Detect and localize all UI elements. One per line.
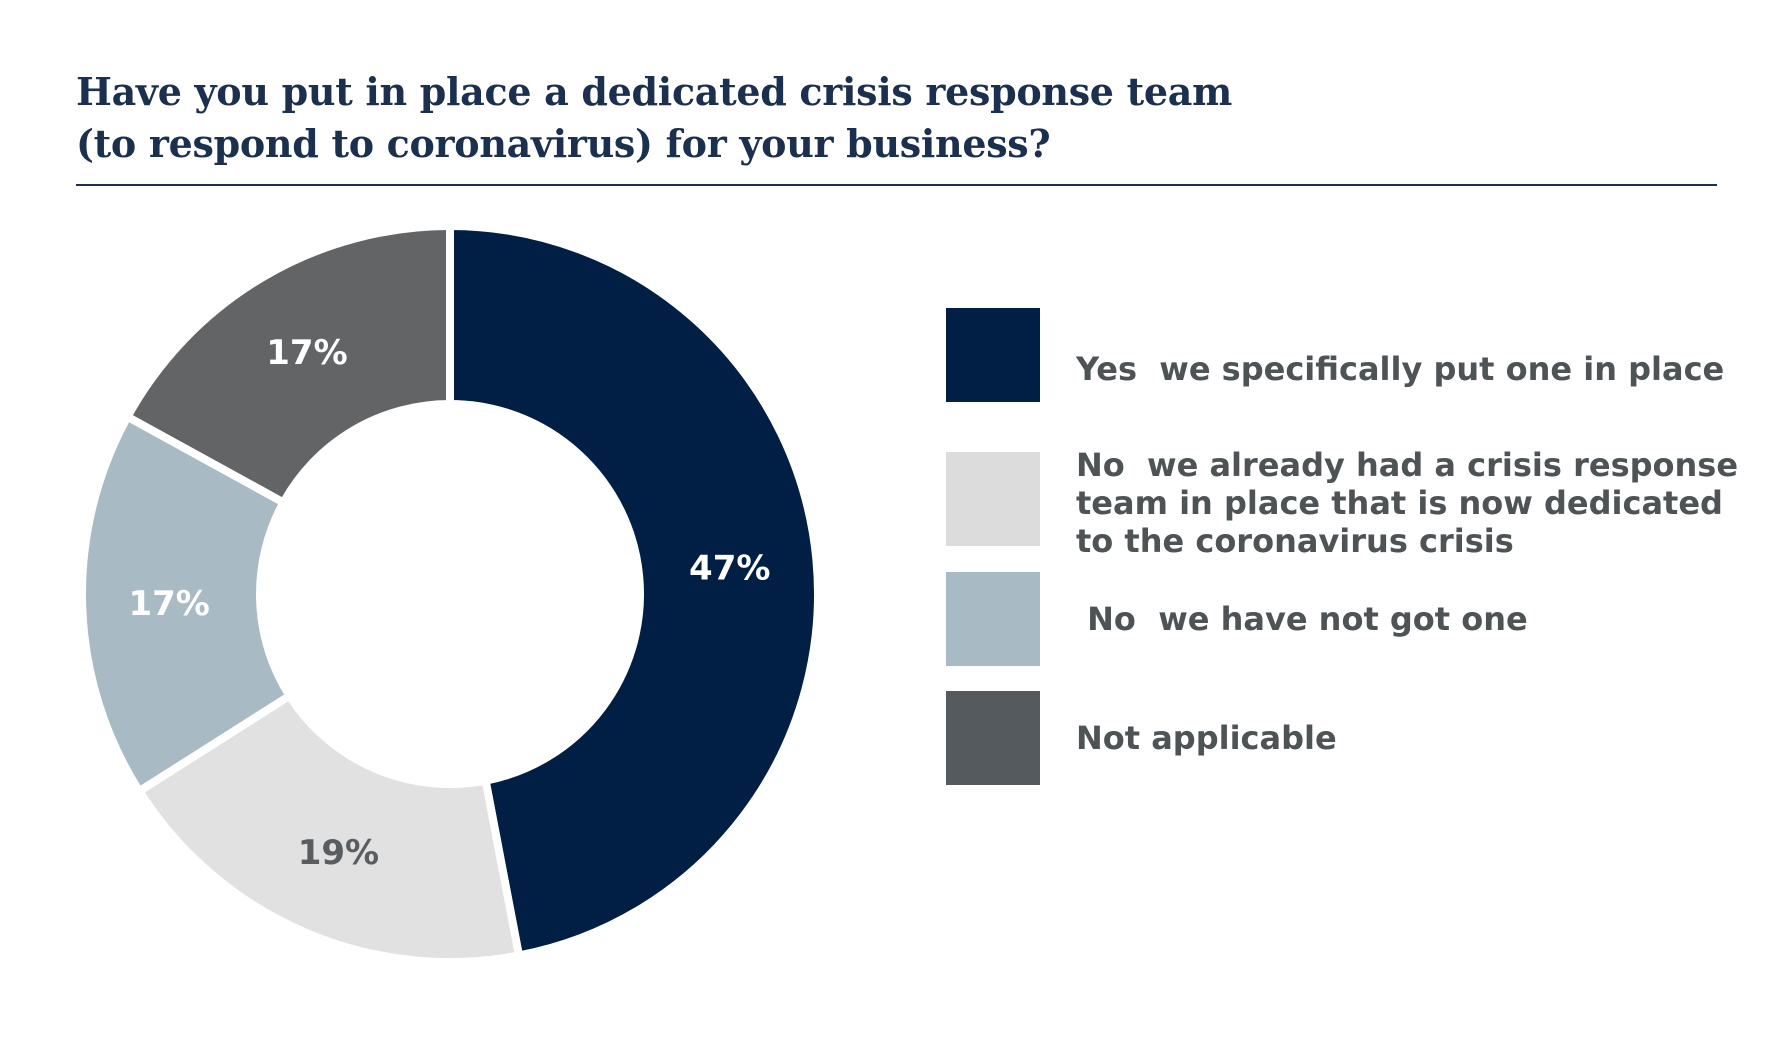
chart-title-line-1: Have you put in place a dedicated crisis… bbox=[76, 69, 1232, 114]
data-label-yes-specifically: 47% bbox=[689, 549, 770, 589]
data-label-not-got-one: 17% bbox=[128, 584, 209, 624]
donut-slice-not-applicable bbox=[122, 221, 454, 508]
donut-slice-not-got-one bbox=[78, 411, 296, 797]
chart-title-line-2: (to respond to coronavirus) for your bus… bbox=[76, 121, 1051, 166]
chart-title: Have you put in place a dedicated crisis… bbox=[76, 66, 1576, 170]
data-label-not-applicable: 17% bbox=[266, 333, 347, 373]
data-label-already-had: 19% bbox=[298, 833, 379, 873]
title-divider bbox=[76, 184, 1717, 186]
donut-slice-already-had bbox=[133, 690, 524, 966]
donut-slice-yes-specifically bbox=[446, 221, 822, 961]
